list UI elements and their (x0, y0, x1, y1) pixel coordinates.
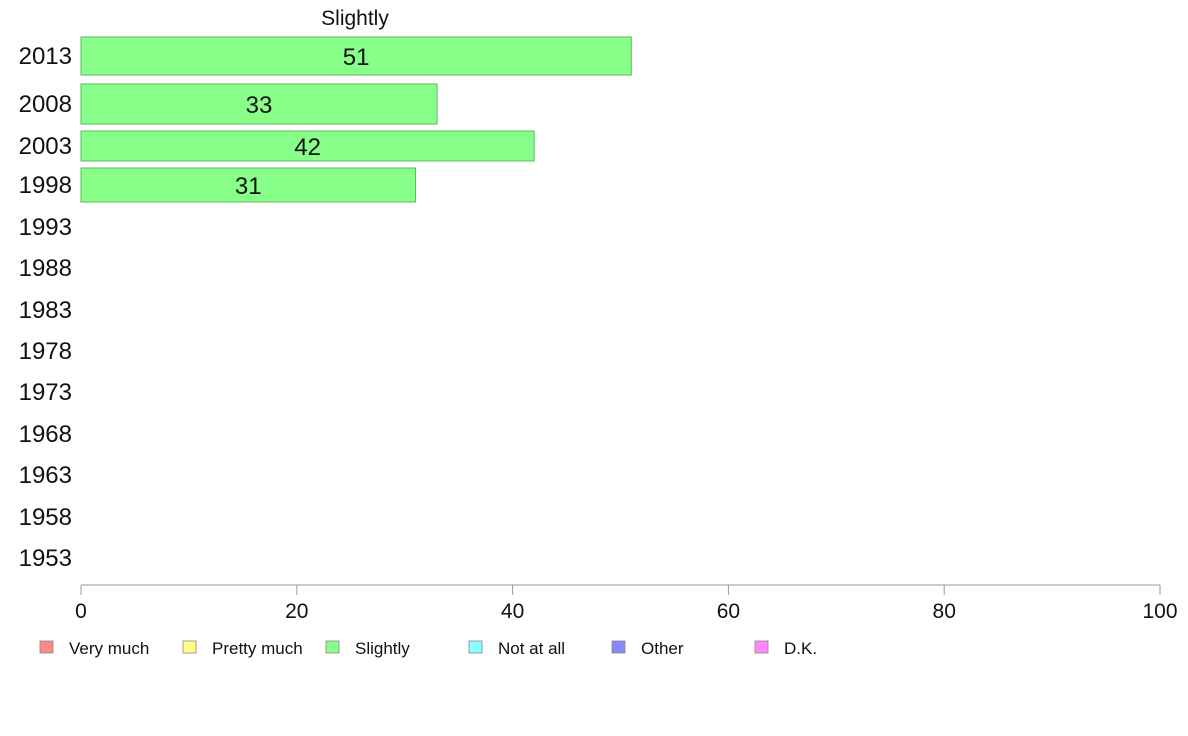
x-tick-label-100: 100 (1142, 600, 1177, 623)
bar-2003 (80, 130, 535, 162)
year-labels: 2013 2008 2003 1998 1993 1988 1983 1978 1973 1968… (19, 43, 72, 572)
year-label-1958: 1958 (19, 504, 72, 531)
legend-swatch-4 (611, 640, 626, 654)
legend-label-4: Other (641, 639, 684, 658)
x-tick-label-80: 80 (933, 600, 956, 623)
x-tick-label-40: 40 (501, 600, 524, 623)
legend-label-5: D.K. (784, 639, 817, 658)
chart-title: Slightly (321, 7, 389, 30)
bar-1998 (80, 167, 416, 203)
legend-swatch-1 (182, 640, 197, 654)
year-label-1963: 1963 (19, 462, 72, 489)
year-label-1973: 1973 (19, 379, 72, 406)
year-label-1968: 1968 (19, 421, 72, 448)
legend-swatch-3 (468, 640, 483, 654)
value-label-1998: 31 (235, 173, 262, 200)
year-label-2008: 2008 (19, 91, 72, 118)
year-label-1953: 1953 (19, 545, 72, 572)
x-axis: 0 20 40 60 80 100 (75, 584, 1178, 623)
value-label-2003: 42 (294, 134, 321, 161)
legend-label-3: Not at all (498, 639, 565, 658)
legend: Very much Pretty much Slightly Not at all Ot… (39, 639, 817, 658)
value-label-2013: 51 (343, 44, 370, 71)
legend-swatch-2 (325, 640, 340, 654)
x-tick-label-0: 0 (75, 600, 87, 623)
legend-label-0: Very much (69, 639, 149, 658)
year-label-1998: 1998 (19, 172, 72, 199)
year-label-1983: 1983 (19, 297, 72, 324)
value-label-2008: 33 (246, 92, 273, 119)
year-label-2013: 2013 (19, 43, 72, 70)
x-tick-label-20: 20 (285, 600, 308, 623)
bars: 51 33 42 31 (80, 36, 632, 203)
legend-swatch-0 (39, 640, 54, 654)
legend-label-1: Pretty much (212, 639, 303, 658)
year-label-1978: 1978 (19, 338, 72, 365)
legend-swatch-5 (754, 640, 769, 654)
bar-2008 (80, 83, 438, 125)
year-label-1988: 1988 (19, 255, 72, 282)
x-tick-label-60: 60 (717, 600, 740, 623)
bar-2013 (80, 36, 632, 76)
year-label-2003: 2003 (19, 133, 72, 160)
legend-label-2: Slightly (355, 639, 410, 658)
year-label-1993: 1993 (19, 214, 72, 241)
